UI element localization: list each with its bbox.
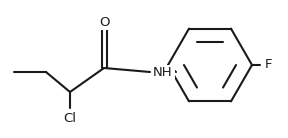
Text: Cl: Cl xyxy=(63,112,77,124)
Text: O: O xyxy=(99,15,109,29)
Text: NH: NH xyxy=(153,67,173,79)
Text: F: F xyxy=(265,59,272,71)
